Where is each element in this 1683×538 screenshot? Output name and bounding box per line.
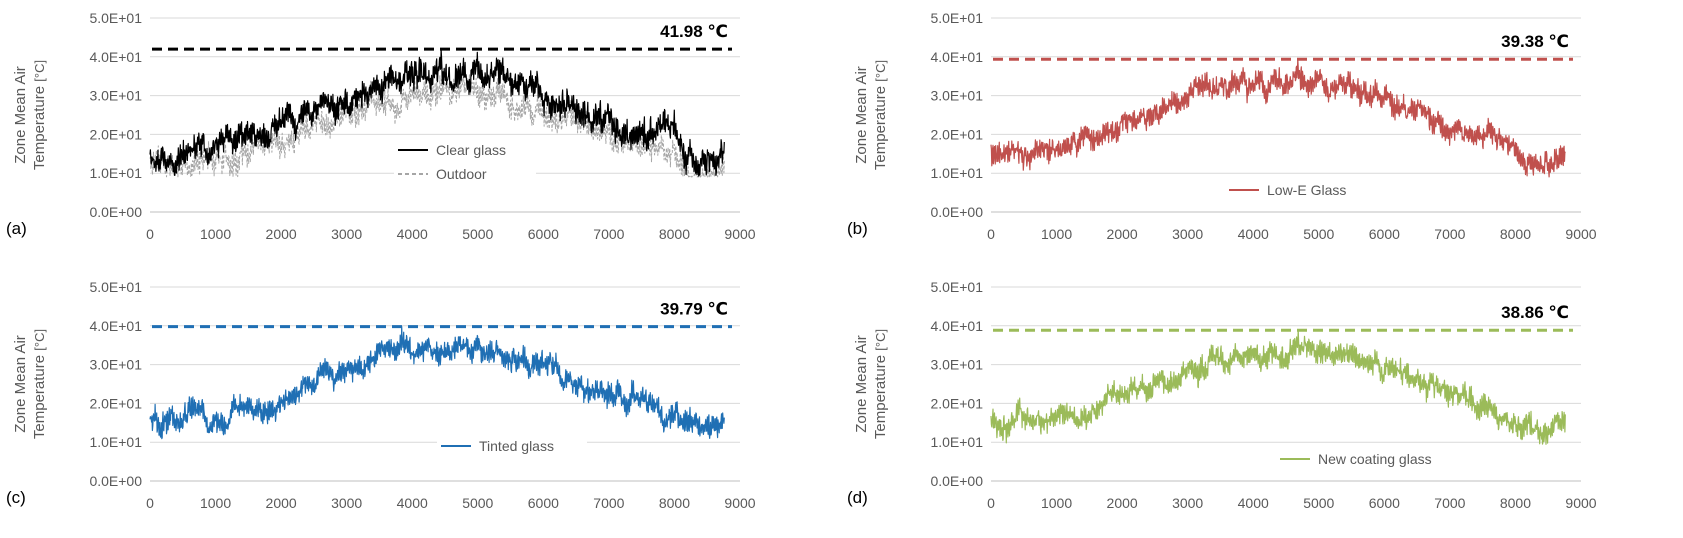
x-tick-label: 9000 (724, 495, 755, 511)
x-tick-label: 9000 (1565, 495, 1596, 511)
legend-label: New coating glass (1318, 451, 1432, 467)
x-tick-label: 5000 (1303, 495, 1334, 511)
x-tick-label: 2000 (1107, 495, 1138, 511)
x-tick-label: 3000 (1172, 226, 1203, 242)
x-tick-label: 7000 (1434, 495, 1465, 511)
chart-svg: 0.0E+00 1.0E+01 2.0E+01 3.0E+01 4.0E+01 5.0E+… (0, 0, 841, 269)
x-tick-label: 1000 (200, 495, 231, 511)
y-tick-label: 5.0E+01 (930, 10, 983, 26)
x-tick-label: 4000 (1238, 226, 1269, 242)
legend-label: Clear glass (436, 142, 506, 158)
y-tick-label: 1.0E+01 (930, 434, 983, 450)
legend-label: Low-E Glass (1267, 182, 1346, 198)
y-tick-label: 4.0E+01 (89, 318, 142, 334)
x-tick-label: 0 (987, 226, 995, 242)
x-tick-label: 6000 (1369, 495, 1400, 511)
x-tick-label: 0 (146, 495, 154, 511)
series-line-low-e-glass (991, 59, 1565, 177)
x-tick-label: 5000 (462, 495, 493, 511)
x-tick-label: 9000 (1565, 226, 1596, 242)
x-tick-label: 3000 (331, 226, 362, 242)
y-tick-label: 4.0E+01 (930, 49, 983, 65)
x-tick-label: 3000 (1172, 495, 1203, 511)
legend-label: Outdoor (436, 166, 487, 182)
x-tick-label: 6000 (1369, 226, 1400, 242)
x-tick-label: 4000 (1238, 495, 1269, 511)
y-tick-label: 1.0E+01 (89, 165, 142, 181)
x-tick-label: 9000 (724, 226, 755, 242)
x-tick-label: 7000 (1434, 226, 1465, 242)
chart-svg: 0.0E+00 1.0E+01 2.0E+01 3.0E+01 4.0E+01 5.0E+… (841, 269, 1682, 538)
y-tick-label: 5.0E+01 (89, 10, 142, 26)
y-tick-label: 4.0E+01 (89, 49, 142, 65)
legend-label: Tinted glass (479, 438, 554, 454)
chart-svg: 0.0E+00 1.0E+01 2.0E+01 3.0E+01 4.0E+01 5.0E+… (0, 269, 841, 538)
x-tick-label: 4000 (397, 495, 428, 511)
chart-panel-c: Zone Mean Air Temperature [°C] (c) 0.0E+00 1… (0, 269, 841, 538)
y-tick-label: 5.0E+01 (930, 279, 983, 295)
x-tick-label: 8000 (659, 226, 690, 242)
chart-panel-b: Zone Mean Air Temperature [°C] (b) 0.0E+00 1… (841, 0, 1682, 269)
x-tick-label: 4000 (397, 226, 428, 242)
y-tick-label: 2.0E+01 (89, 395, 142, 411)
y-tick-label: 0.0E+00 (89, 473, 142, 489)
max-value-label: 41.98 ℃ (660, 22, 728, 41)
y-tick-label: 2.0E+01 (930, 126, 983, 142)
x-tick-label: 7000 (593, 226, 624, 242)
x-tick-label: 1000 (1041, 495, 1072, 511)
chart-panel-a: Zone Mean Air Temperature [°C] (a) 0.0E+00 1… (0, 0, 841, 269)
series-line-tinted-glass (150, 327, 724, 439)
y-tick-label: 4.0E+01 (930, 318, 983, 334)
x-tick-label: 8000 (659, 495, 690, 511)
max-value-label: 39.38 ℃ (1501, 32, 1569, 51)
x-tick-label: 1000 (1041, 226, 1072, 242)
x-tick-label: 6000 (528, 495, 559, 511)
series-line-new-coating-glass (991, 330, 1565, 444)
max-value-label: 38.86 ℃ (1501, 303, 1569, 322)
x-tick-label: 2000 (266, 495, 297, 511)
y-tick-label: 2.0E+01 (930, 395, 983, 411)
x-tick-label: 2000 (1107, 226, 1138, 242)
y-tick-label: 5.0E+01 (89, 279, 142, 295)
x-tick-label: 1000 (200, 226, 231, 242)
x-tick-label: 0 (987, 495, 995, 511)
x-tick-label: 8000 (1500, 226, 1531, 242)
y-tick-label: 3.0E+01 (930, 88, 983, 104)
y-tick-label: 3.0E+01 (930, 357, 983, 373)
x-tick-label: 8000 (1500, 495, 1531, 511)
x-tick-label: 3000 (331, 495, 362, 511)
y-tick-label: 0.0E+00 (89, 204, 142, 220)
x-tick-label: 7000 (593, 495, 624, 511)
x-tick-label: 0 (146, 226, 154, 242)
x-tick-label: 5000 (1303, 226, 1334, 242)
max-value-label: 39.79 ℃ (660, 300, 728, 319)
chart-svg: 0.0E+00 1.0E+01 2.0E+01 3.0E+01 4.0E+01 5.0E+… (841, 0, 1682, 269)
chart-panel-d: Zone Mean Air Temperature [°C] (d) 0.0E+00 1… (841, 269, 1682, 538)
y-tick-label: 0.0E+00 (930, 204, 983, 220)
x-tick-label: 6000 (528, 226, 559, 242)
y-tick-label: 2.0E+01 (89, 126, 142, 142)
x-tick-label: 2000 (266, 226, 297, 242)
y-tick-label: 1.0E+01 (930, 165, 983, 181)
y-tick-label: 3.0E+01 (89, 88, 142, 104)
y-tick-label: 0.0E+00 (930, 473, 983, 489)
y-tick-label: 1.0E+01 (89, 434, 142, 450)
y-tick-label: 3.0E+01 (89, 357, 142, 373)
x-tick-label: 5000 (462, 226, 493, 242)
